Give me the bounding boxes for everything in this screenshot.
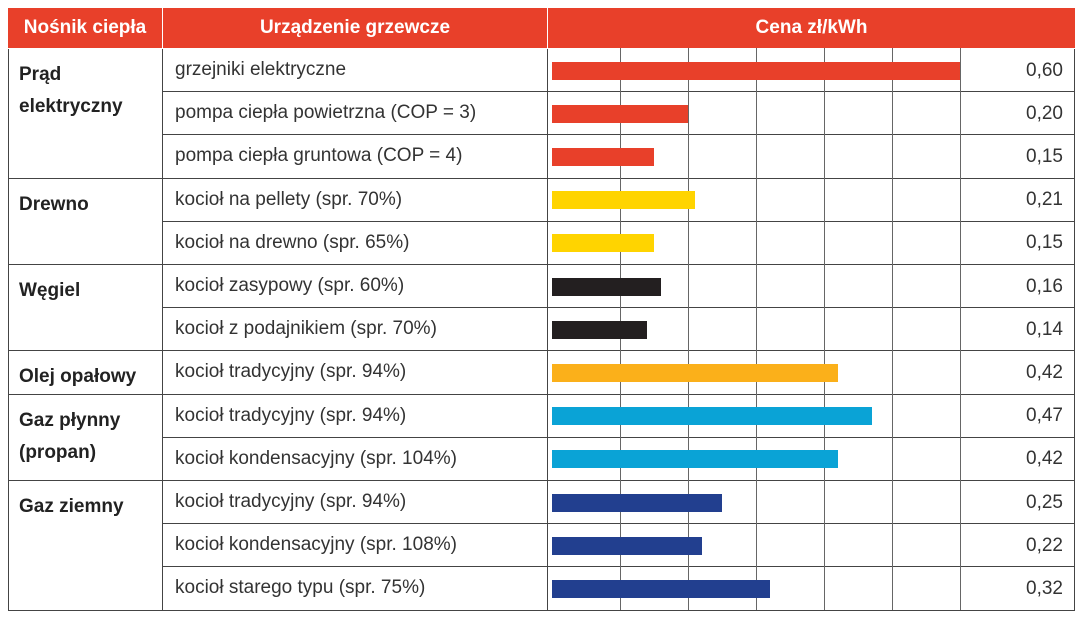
- device-cell: kocioł tradycyjny (spr. 94%): [163, 351, 548, 395]
- bar-cell: [548, 437, 1075, 481]
- bar-cell: [548, 265, 1075, 309]
- bar: [552, 148, 654, 166]
- bar: [552, 493, 722, 512]
- device-cell: kocioł z podajnikiem (spr. 70%): [163, 308, 548, 352]
- bar: [552, 320, 648, 339]
- bar-cell: [548, 567, 1075, 611]
- value-label: 0,20: [1026, 102, 1063, 124]
- device-cell: kocioł kondensacyjny (spr. 104%): [163, 437, 548, 481]
- value-label: 0,15: [1026, 232, 1063, 254]
- device-cell: pompa ciepła powietrzna (COP = 3): [163, 92, 548, 136]
- value-label: 0,16: [1026, 275, 1063, 297]
- device-cell: pompa ciepła gruntowa (COP = 4): [163, 135, 548, 179]
- gridline: [824, 48, 825, 610]
- bar-cell: [548, 351, 1075, 395]
- value-label: 0,15: [1026, 146, 1063, 167]
- bar: [552, 580, 770, 598]
- bar-cell: [548, 92, 1075, 136]
- carrier-cell: Węgiel: [8, 265, 163, 352]
- device-cell: kocioł starego typu (spr. 75%): [163, 567, 548, 611]
- bar: [552, 407, 872, 426]
- bar: [552, 104, 688, 123]
- value-label: 0,22: [1026, 534, 1063, 556]
- device-cell: kocioł tradycyjny (spr. 94%): [163, 481, 548, 525]
- bar-cell: [548, 221, 1075, 265]
- bar-cell: [548, 49, 1075, 93]
- value-label: 0,32: [1026, 578, 1063, 599]
- bar-cell: [548, 524, 1075, 568]
- gridline: [892, 48, 893, 610]
- carrier-cell: Olej opałowy: [8, 351, 163, 395]
- gridline: [960, 48, 961, 610]
- bar-cell: [548, 394, 1075, 438]
- value-label: 0,42: [1026, 448, 1063, 470]
- bar: [552, 536, 702, 555]
- gridline: [756, 48, 757, 610]
- value-label: 0,42: [1026, 362, 1063, 383]
- device-cell: grzejniki elektryczne: [163, 49, 548, 93]
- bar: [552, 234, 654, 253]
- gridline: [688, 48, 689, 610]
- bar-cell: [548, 135, 1075, 179]
- header-carrier: Nośnik ciepła: [8, 8, 163, 48]
- device-cell: kocioł na drewno (spr. 65%): [163, 221, 548, 265]
- value-label: 0,14: [1026, 318, 1063, 340]
- carrier-cell: Gaz ziemny: [8, 481, 163, 611]
- bar-cell: [548, 178, 1075, 222]
- device-cell: kocioł zasypowy (spr. 60%): [163, 265, 548, 309]
- bar: [552, 450, 838, 469]
- header-price: Cena zł/kWh: [548, 8, 1075, 48]
- value-label: 0,25: [1026, 491, 1063, 513]
- device-cell: kocioł na pellety (spr. 70%): [163, 178, 548, 222]
- bar: [552, 277, 661, 296]
- carrier-cell: Drewno: [8, 178, 163, 265]
- bar-cell: [548, 308, 1075, 352]
- bar: [552, 191, 695, 210]
- bar: [552, 61, 960, 80]
- device-cell: kocioł kondensacyjny (spr. 108%): [163, 524, 548, 568]
- value-label: 0,47: [1026, 405, 1063, 427]
- carrier-cell: Gaz płynny (propan): [8, 394, 163, 481]
- device-cell: kocioł tradycyjny (spr. 94%): [163, 394, 548, 438]
- bar-cell: [548, 481, 1075, 525]
- value-label: 0,60: [1026, 59, 1063, 81]
- header-device: Urządzenie grzewcze: [163, 8, 548, 48]
- carrier-cell: Prąd elektryczny: [8, 49, 163, 179]
- value-label: 0,21: [1026, 189, 1063, 211]
- bar: [552, 364, 838, 382]
